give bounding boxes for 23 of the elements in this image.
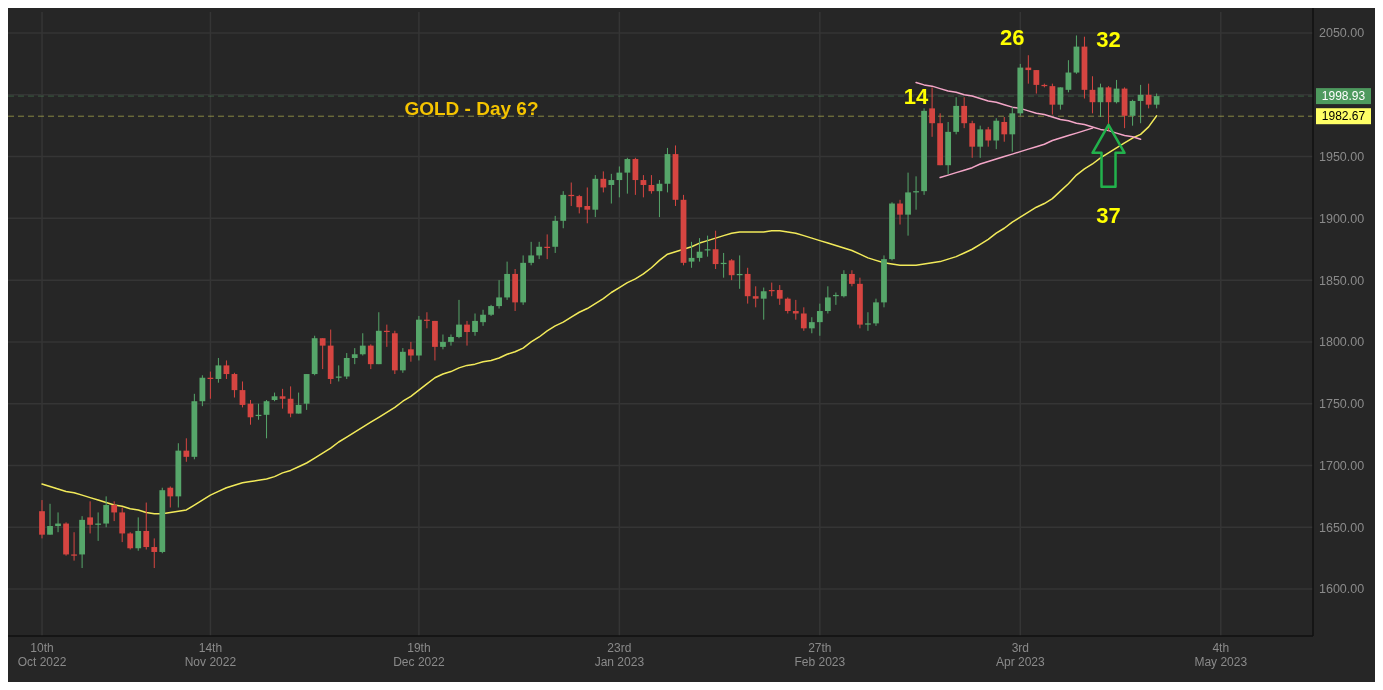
- annotation: 32: [1096, 27, 1121, 53]
- text: GOLD - Day 6?: [404, 98, 539, 120]
- x-tick-label: 14th Nov 2022: [184, 641, 237, 669]
- x-tick-label: 19th Dec 2022: [393, 641, 445, 669]
- y-tick-label: 1800.00: [1319, 335, 1365, 350]
- ref-line-label: 1982.67: [1321, 109, 1366, 124]
- x-tick-label: 10th Oct 2022: [17, 641, 67, 669]
- x-tick-label: 23rd Jan 2023: [594, 641, 645, 669]
- annotation: 14: [903, 83, 930, 109]
- y-tick-label: 1750.00: [1319, 397, 1365, 412]
- y-tick-label: 1700.00: [1319, 458, 1365, 473]
- y-tick-label: 1650.00: [1319, 520, 1365, 535]
- y-tick-label: 1900.00: [1319, 211, 1365, 226]
- x-tick-label: 27th Feb 2023: [794, 641, 846, 669]
- annotation: 37: [1096, 202, 1121, 228]
- ref-line-label: 1998.93: [1321, 89, 1366, 104]
- y-tick-label: 2050.00: [1319, 26, 1365, 41]
- y-tick-label: 1850.00: [1319, 273, 1365, 288]
- annotation: 26: [1000, 24, 1025, 50]
- y-tick-label: 1950.00: [1319, 149, 1365, 164]
- x-tick-label: 4th May 2023: [1194, 641, 1248, 669]
- x-tick-label: 3rd Apr 2023: [995, 641, 1045, 669]
- y-tick-label: 1600.00: [1319, 582, 1365, 597]
